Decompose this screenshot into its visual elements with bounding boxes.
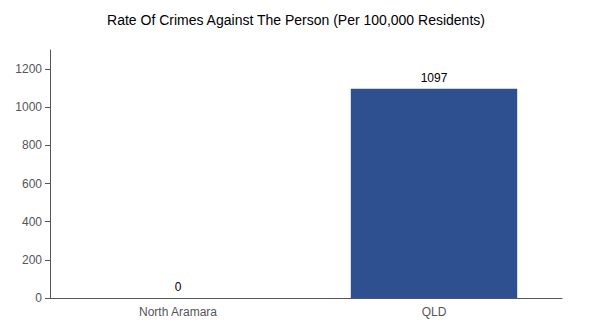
svg-text:200: 200 [22, 253, 42, 267]
svg-text:1000: 1000 [15, 100, 42, 114]
svg-text:QLD: QLD [422, 305, 447, 319]
svg-text:1097: 1097 [421, 71, 448, 85]
svg-text:Rate Of Crimes Against The Per: Rate Of Crimes Against The Person (Per 1… [107, 12, 485, 28]
svg-text:600: 600 [22, 177, 42, 191]
svg-text:1200: 1200 [15, 62, 42, 76]
svg-text:400: 400 [22, 215, 42, 229]
svg-text:0: 0 [175, 280, 182, 294]
svg-text:North Aramara: North Aramara [139, 305, 217, 319]
svg-text:800: 800 [22, 138, 42, 152]
svg-text:0: 0 [35, 291, 42, 305]
